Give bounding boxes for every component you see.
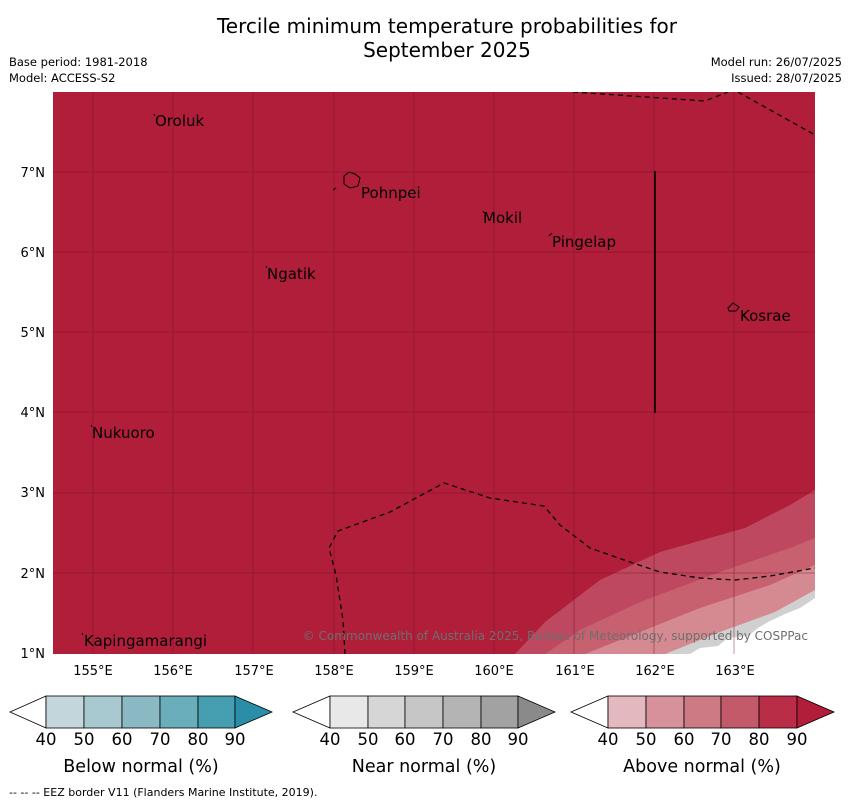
eez-legend-note: -- -- -- EEZ border V11 (Flanders Marine…	[9, 786, 318, 799]
kosrae-coast	[727, 302, 740, 312]
colorbar-tick: 90	[787, 730, 808, 749]
place-label: Oroluk	[155, 112, 204, 130]
map-title: Tercile minimum temperature probabilitie…	[0, 14, 850, 62]
colorbar-tick: 90	[225, 730, 246, 749]
colorbar-tick: 60	[395, 730, 416, 749]
colorbar-tick: 70	[150, 730, 171, 749]
x-tick-label: 160°E	[474, 664, 514, 679]
base-period: Base period: 1981-2018	[9, 55, 148, 69]
pohnpei-coast	[343, 171, 361, 189]
place-label: Kapingamarangi	[84, 632, 207, 650]
x-tick-label: 158°E	[314, 664, 354, 679]
model-name: Model: ACCESS-S2	[9, 71, 116, 85]
y-tick-label: 5°N	[21, 326, 46, 341]
colorbar-ticks: 40 50 60 70 80 90 40 50 60 70 80 90 40 5…	[36, 730, 808, 749]
probability-field: Oroluk Pohnpei Mokil Pingelap Ngatik Kos…	[53, 92, 815, 654]
metadata-right: Model run: 26/07/2025 Issued: 28/07/2025	[711, 54, 842, 86]
colorbar-tick: 40	[36, 730, 57, 749]
y-axis-ticks: 1°N 2°N 3°N 4°N 5°N 6°N 7°N	[21, 166, 46, 662]
colorbar-tick: 80	[471, 730, 492, 749]
y-tick-label: 6°N	[21, 246, 46, 261]
colorbar-tick: 40	[598, 730, 619, 749]
colorbar-tick: 40	[320, 730, 341, 749]
title-line-2: September 2025	[363, 38, 531, 62]
x-tick-label: 155°E	[73, 664, 113, 679]
y-tick-label: 3°N	[21, 486, 46, 501]
place-label: Ngatik	[267, 265, 316, 283]
x-tick-label: 163°E	[715, 664, 755, 679]
x-tick-label: 161°E	[555, 664, 595, 679]
masked-area	[690, 598, 815, 654]
colorbar-tick: 80	[749, 730, 770, 749]
colorbar-tick: 80	[188, 730, 209, 749]
y-tick-label: 7°N	[21, 166, 46, 181]
islands	[81, 113, 740, 636]
colorbar-tick: 70	[433, 730, 454, 749]
x-tick-label: 156°E	[153, 664, 193, 679]
x-tick-label: 159°E	[394, 664, 434, 679]
colorbar-near-normal	[291, 695, 557, 729]
colorbar-label-above: Above normal (%)	[623, 757, 781, 777]
issued-date: Issued: 28/07/2025	[731, 71, 842, 85]
y-tick-label: 2°N	[21, 567, 46, 582]
place-label: Pingelap	[552, 233, 616, 251]
colorbar-tick: 50	[74, 730, 95, 749]
model-run-date: Model run: 26/07/2025	[710, 55, 842, 69]
gridlines	[53, 92, 815, 654]
colorbar-below-normal	[9, 695, 274, 729]
place-label: Kosrae	[740, 307, 791, 325]
metadata-left: Base period: 1981-2018 Model: ACCESS-S2	[9, 54, 148, 86]
title-line-1: Tercile minimum temperature probabilitie…	[216, 14, 678, 38]
colorbar-tick: 60	[674, 730, 695, 749]
colorbar-above-normal	[569, 695, 836, 729]
x-tick-label: 162°E	[635, 664, 675, 679]
eez-border	[328, 92, 815, 654]
colorbar-tick: 50	[358, 730, 379, 749]
y-tick-label: 4°N	[21, 406, 46, 421]
colorbar-tick: 70	[711, 730, 732, 749]
colorbar-labels: Below normal (%) Near normal (%) Above n…	[63, 757, 781, 777]
y-tick-label: 1°N	[21, 647, 46, 662]
colorbar-tick: 50	[636, 730, 657, 749]
copyright-notice: © Commonwealth of Australia 2025, Bureau…	[303, 629, 808, 643]
place-labels: Oroluk Pohnpei Mokil Pingelap Ngatik Kos…	[84, 112, 791, 650]
x-tick-label: 157°E	[234, 664, 274, 679]
colorbar-label-below: Below normal (%)	[63, 757, 218, 777]
place-label: Mokil	[483, 209, 522, 227]
place-label: Nukuoro	[92, 424, 155, 442]
x-axis-ticks: 155°E 156°E 157°E 158°E 159°E 160°E 161°…	[73, 664, 755, 679]
place-label: Pohnpei	[361, 184, 421, 202]
colorbar-tick: 60	[112, 730, 133, 749]
colorbar-label-near: Near normal (%)	[352, 757, 497, 777]
colorbar-tick: 90	[508, 730, 529, 749]
